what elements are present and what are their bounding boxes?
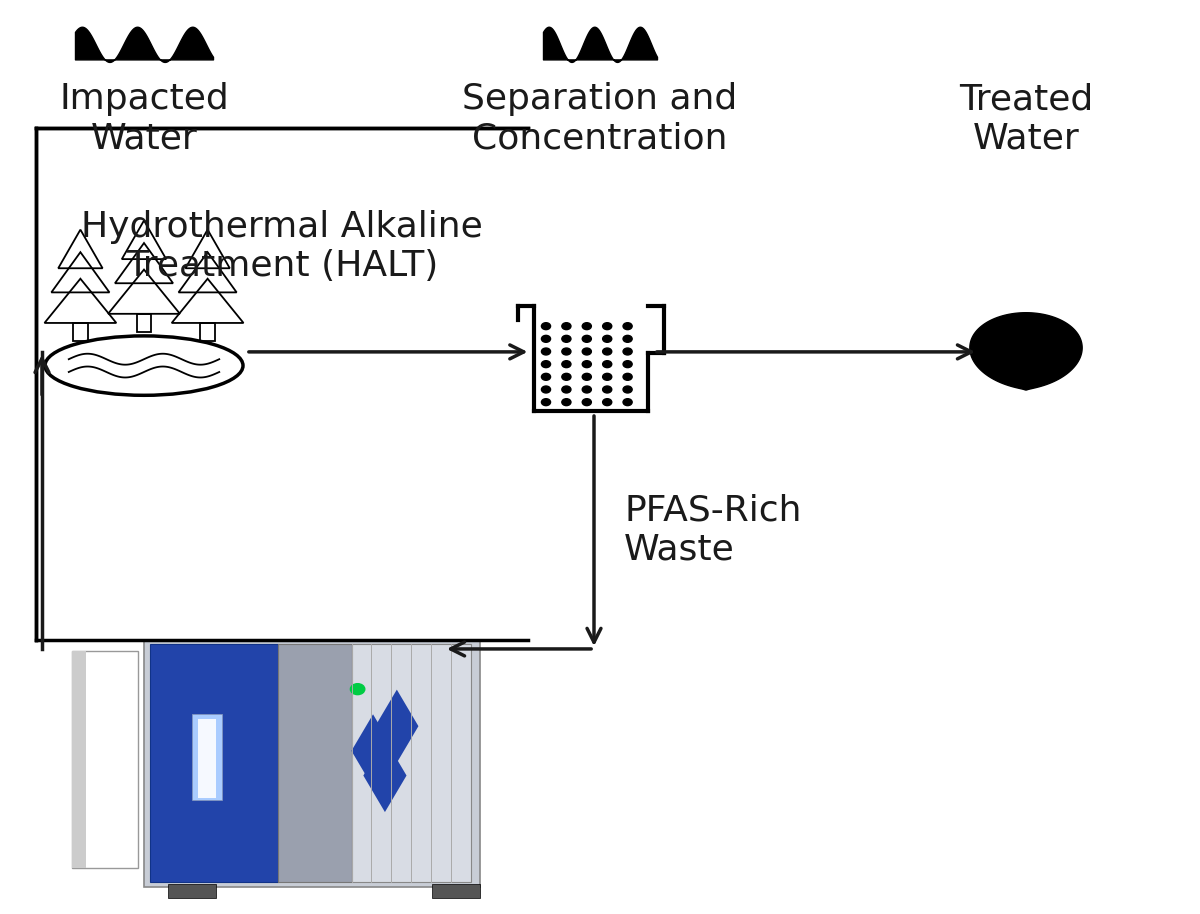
Circle shape (562, 386, 571, 393)
Bar (168, 884, 216, 898)
Bar (72, 651, 138, 868)
Circle shape (541, 335, 551, 343)
Circle shape (602, 348, 612, 355)
Circle shape (623, 386, 632, 393)
Circle shape (602, 335, 612, 343)
Text: Hydrothermal Alkaline
Treatment (HALT): Hydrothermal Alkaline Treatment (HALT) (82, 210, 482, 283)
Bar (72, 651, 86, 868)
Circle shape (582, 399, 592, 406)
Bar (277, 644, 352, 882)
Circle shape (602, 399, 612, 406)
Circle shape (602, 386, 612, 393)
Circle shape (541, 386, 551, 393)
Circle shape (562, 348, 571, 355)
Bar (192, 714, 222, 801)
Text: Treated
Water: Treated Water (959, 82, 1093, 155)
Circle shape (562, 373, 571, 380)
Bar (150, 644, 277, 882)
Bar (198, 718, 216, 798)
Circle shape (582, 335, 592, 343)
Circle shape (562, 361, 571, 367)
Text: Separation and
Concentration: Separation and Concentration (462, 82, 738, 155)
Circle shape (541, 323, 551, 330)
Polygon shape (352, 715, 395, 787)
Circle shape (582, 386, 592, 393)
Circle shape (623, 373, 632, 380)
Circle shape (350, 684, 365, 695)
Circle shape (602, 373, 612, 380)
Polygon shape (376, 689, 419, 762)
Circle shape (582, 373, 592, 380)
Circle shape (623, 399, 632, 406)
Circle shape (562, 399, 571, 406)
Circle shape (623, 335, 632, 343)
Circle shape (602, 323, 612, 330)
Text: PFAS-Rich
Waste: PFAS-Rich Waste (624, 494, 802, 567)
Circle shape (541, 399, 551, 406)
Circle shape (541, 361, 551, 367)
Circle shape (623, 361, 632, 367)
Circle shape (582, 348, 592, 355)
Circle shape (562, 335, 571, 343)
Polygon shape (970, 313, 1082, 390)
Circle shape (623, 323, 632, 330)
Circle shape (602, 361, 612, 367)
Bar (352, 644, 470, 882)
Circle shape (582, 323, 592, 330)
Bar (432, 884, 480, 898)
Text: Impacted
Water: Impacted Water (59, 82, 229, 155)
Circle shape (541, 348, 551, 355)
Circle shape (623, 348, 632, 355)
Polygon shape (364, 739, 407, 812)
Circle shape (562, 323, 571, 330)
Circle shape (582, 361, 592, 367)
Bar (144, 640, 480, 887)
Circle shape (541, 373, 551, 380)
